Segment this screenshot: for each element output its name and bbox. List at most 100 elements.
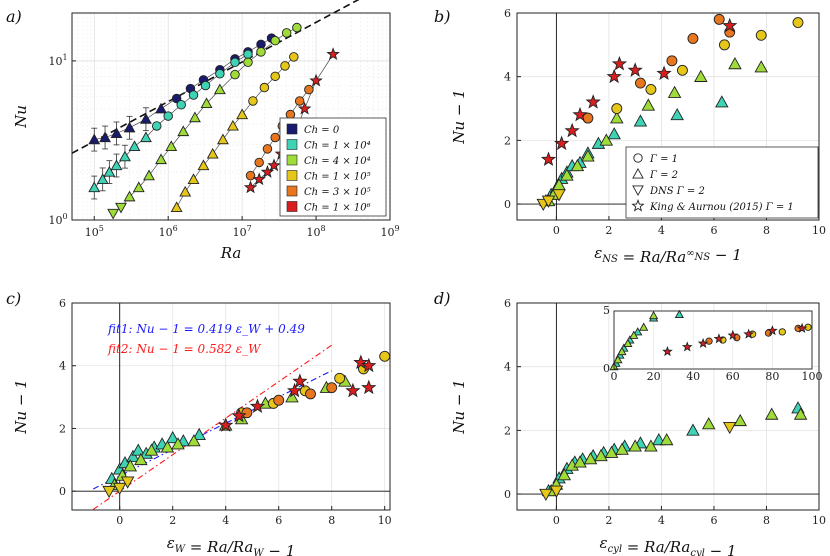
data-point (243, 180, 258, 194)
data-point (187, 173, 200, 184)
data-point (262, 144, 273, 154)
data-point (270, 71, 280, 82)
data-point (140, 113, 152, 124)
x-tick-label: 4 (222, 514, 229, 527)
data-point (99, 131, 111, 143)
data-point (197, 159, 210, 171)
data-point (115, 202, 127, 214)
data-point (128, 140, 141, 152)
data-point (171, 437, 185, 450)
inset-x-tick-label: 80 (765, 370, 779, 383)
data-point (645, 83, 657, 95)
data-point (733, 413, 747, 427)
y-tick-label: 2 (59, 422, 66, 435)
legend-label: DNS Γ = 2 (649, 186, 705, 197)
inset-data-point (633, 327, 643, 336)
data-point (252, 172, 266, 186)
panel-b-nu-vs-eps-ns: 0 2 4 6 8 10 0 2 4 6 εNS = Ra/Ra∞NS − 1 Nu − 1 Γ = 1… (450, 7, 826, 266)
data-point (294, 96, 305, 106)
data-point (273, 394, 285, 406)
inset-data-point (648, 310, 659, 320)
x-tick-label: 2 (605, 514, 612, 527)
x-tick-label: 2 (605, 224, 612, 237)
y-tick-label: 4 (504, 71, 511, 84)
legend-swatch (286, 185, 298, 197)
data-point (379, 350, 391, 362)
inset: 0 20 40 60 80 100 0 5 (603, 304, 823, 383)
data-point (289, 52, 299, 62)
data-point (728, 57, 742, 70)
data-point (606, 68, 622, 84)
data-point (140, 131, 152, 143)
data-point (594, 448, 608, 462)
inset-x-tick-label: 0 (611, 370, 618, 383)
data-point (599, 133, 614, 146)
axes-frame (516, 12, 820, 221)
data-point (292, 22, 302, 33)
data-point (552, 189, 566, 202)
fit2-annotation: fit2: Nu − 1 = 0.582 ε_W (107, 342, 262, 356)
data-point (245, 170, 256, 181)
reference-dashed-line (71, 0, 360, 154)
data-point (177, 125, 190, 137)
y-axis-label: Nu (12, 105, 30, 129)
inset-data-point (623, 338, 633, 348)
data-point (226, 119, 239, 131)
inset-data-point (697, 337, 709, 349)
data-point (256, 47, 266, 57)
data-point (573, 455, 587, 468)
data-point (607, 127, 621, 140)
data-point (686, 423, 700, 436)
panel-label-a: a) (6, 7, 22, 26)
data-point (143, 169, 155, 181)
legend-swatch (286, 123, 298, 135)
data-point (719, 39, 730, 51)
data-point (539, 488, 553, 502)
inset-data-point (613, 354, 623, 364)
data-point (259, 82, 270, 93)
axes-frame (516, 302, 820, 511)
data-point (187, 434, 201, 447)
data-point (641, 98, 656, 111)
x-tick-label: 8 (763, 224, 770, 237)
data-point (155, 153, 167, 165)
x-tick-label: 0 (116, 514, 123, 527)
data-point (611, 103, 623, 114)
data-point (564, 122, 580, 138)
x-tick-label: 6 (275, 514, 282, 527)
inset-data-point (629, 330, 639, 339)
data-point (667, 85, 682, 98)
inset-data-point (743, 328, 754, 339)
data-point (345, 382, 361, 398)
legend-label: Ch = 3 × 10⁵ (304, 187, 371, 198)
y-axis-label: Nu − 1 (450, 89, 468, 144)
inset-plot-area (614, 311, 812, 369)
axes-frame (71, 12, 391, 221)
data-point (119, 150, 131, 162)
x-axis-label: εNS = Ra/Ra∞NS − 1 (594, 244, 742, 266)
data-point (326, 382, 338, 394)
legend-label: Ch = 1 × 10⁶ (304, 203, 371, 214)
data-point (243, 49, 253, 60)
x-tick-label: 8 (763, 514, 770, 527)
data-point (260, 165, 275, 178)
data-point (687, 33, 699, 44)
data-point (189, 111, 201, 123)
inset-data-point (796, 322, 808, 333)
data-point (715, 95, 729, 108)
data-point (213, 83, 226, 95)
legend-marker (631, 199, 645, 212)
data-point (670, 107, 684, 121)
x-tick-label: 106 (159, 224, 178, 239)
data-point (722, 421, 737, 435)
legend-label: King & Aurnou (2015) Γ = 1 (649, 202, 794, 213)
data-point (200, 97, 213, 109)
legend-label: Ch = 1 × 10⁴ (304, 141, 371, 152)
x-tick-label: 6 (710, 224, 717, 237)
data-point (123, 459, 138, 472)
data-point (200, 80, 211, 91)
y-tick-label: 2 (504, 424, 511, 437)
data-point (270, 35, 280, 46)
data-point (112, 482, 127, 495)
